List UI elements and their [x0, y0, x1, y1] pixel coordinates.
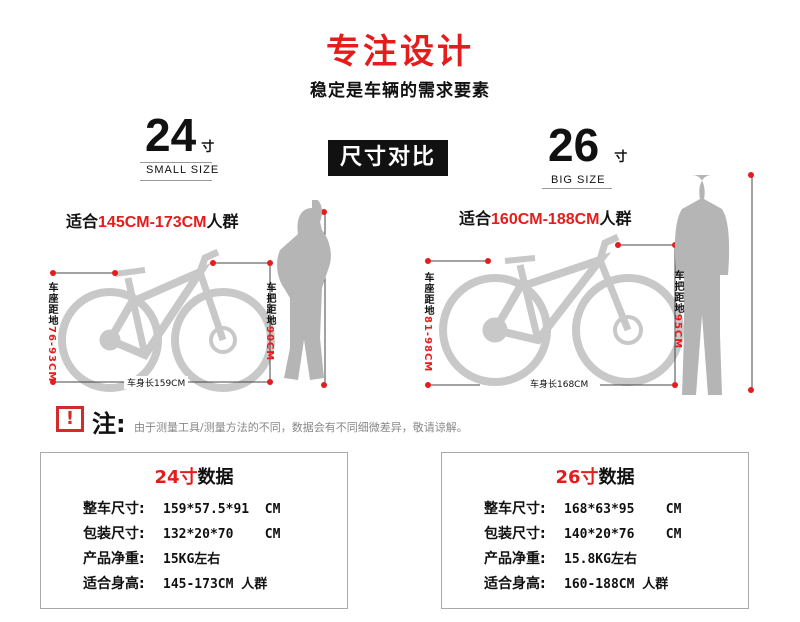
measure-lines [428, 175, 753, 390]
spec-value: 15KG左右 [163, 552, 221, 567]
spec-key: 包装尺寸: [484, 526, 546, 542]
exclamation-icon: ! [56, 406, 84, 432]
small-size-heading: 24 寸 [145, 108, 214, 162]
divider [140, 180, 212, 181]
fit-range-small: 适合145CM-173CM人群 [66, 208, 239, 232]
size-unit: 寸 [614, 150, 628, 165]
handle-value: 95CM [672, 314, 683, 350]
spec-row: 适合身高: 160-188CM 人群 [484, 572, 748, 597]
seat-label: 车座距地 [46, 282, 57, 326]
spec-box-24: 24寸数据 整车尺寸: 159*57.5*91 CM 包装尺寸: 132*20*70… [40, 452, 348, 609]
spec-value: 145-173CM 人群 [163, 577, 268, 592]
compare-badge: 尺寸对比 [328, 140, 448, 176]
fit-prefix: 适合 [66, 212, 99, 231]
spec-row: 整车尺寸: 168*63*95 CM [484, 497, 748, 522]
bike-26-illustration [425, 172, 754, 395]
spec-row: 包装尺寸: 132*20*70 CM [83, 522, 347, 547]
fit-prefix: 适合 [459, 209, 492, 228]
fit-range: 145CM-173CM [98, 214, 207, 231]
page-subtitle: 稳定是车辆的需求要素 [310, 81, 490, 101]
seat-label: 车座距地 [422, 272, 433, 316]
seat-height-label: 车座距地76-93CM [46, 282, 57, 382]
note-text: 由于测量工具/测量方法的不同，数据会有不同细微差异，敬请谅解。 [134, 421, 468, 434]
big-size-heading: 26 寸 [548, 118, 627, 172]
handle-label: 车把距地 [672, 270, 683, 314]
fit-range-big: 适合160CM-188CM人群 [459, 205, 632, 229]
size-unit: 寸 [201, 140, 215, 155]
divider [140, 162, 212, 163]
spec-row: 产品净重: 15KG左右 [83, 547, 347, 572]
fit-suffix: 人群 [599, 209, 632, 228]
spec-key: 整车尺寸: [83, 501, 145, 517]
size-number: 24 [145, 109, 197, 161]
seat-value: 81-98CM [422, 316, 433, 373]
handle-height-label: 车把距地95CM [672, 270, 683, 349]
spec-box-26: 26寸数据 整车尺寸: 168*63*95 CM 包装尺寸: 140*20*76 C… [441, 452, 749, 609]
man-silhouette-icon [674, 175, 730, 395]
bike-icon [58, 248, 275, 392]
spec-row: 整车尺寸: 159*57.5*91 CM [83, 497, 347, 522]
spec-key: 包装尺寸: [83, 526, 145, 542]
note-label: 注: [92, 410, 126, 438]
body-length-label: 车身长159CM [124, 376, 189, 389]
spec-key: 产品净重: [83, 551, 145, 567]
handle-height-label: 车把距地90CM [264, 282, 275, 361]
bike-icon [439, 233, 684, 386]
fit-suffix: 人群 [206, 212, 239, 231]
spec-title-size: 24寸 [154, 467, 198, 488]
body-length-label: 车身长168CM [527, 377, 592, 390]
measure-dots [50, 209, 327, 388]
size-en-label: SMALL SIZE [146, 164, 220, 176]
size-en-label: BIG SIZE [551, 174, 606, 186]
spec-key: 产品净重: [484, 551, 546, 567]
bike-24-illustration [50, 200, 331, 392]
spec-row: 包装尺寸: 140*20*76 CM [484, 522, 748, 547]
seat-height-label: 车座距地81-98CM [422, 272, 433, 372]
spec-title-rest: 数据 [197, 467, 234, 488]
page-title: 专注设计 [326, 32, 474, 72]
spec-key: 适合身高: [83, 576, 145, 592]
spec-title: 24寸数据 [41, 463, 347, 489]
fit-range: 160CM-188CM [491, 211, 600, 228]
spec-row: 产品净重: 15.8KG左右 [484, 547, 748, 572]
spec-key: 整车尺寸: [484, 501, 546, 517]
spec-row: 适合身高: 145-173CM 人群 [83, 572, 347, 597]
handle-label: 车把距地 [264, 282, 275, 326]
spec-title: 26寸数据 [442, 463, 748, 489]
spec-value: 140*20*76 CM [564, 527, 682, 542]
spec-value: 159*57.5*91 CM [163, 502, 281, 517]
divider [542, 188, 612, 189]
woman-silhouette-icon [277, 200, 331, 380]
spec-value: 160-188CM 人群 [564, 577, 669, 592]
spec-value: 15.8KG左右 [564, 552, 637, 567]
seat-value: 76-93CM [46, 326, 57, 383]
spec-value: 168*63*95 CM [564, 502, 682, 517]
spec-key: 适合身高: [484, 576, 546, 592]
spec-title-rest: 数据 [598, 467, 635, 488]
size-number: 26 [548, 119, 600, 171]
spec-value: 132*20*70 CM [163, 527, 281, 542]
spec-title-size: 26寸 [555, 467, 599, 488]
handle-value: 90CM [264, 326, 275, 362]
